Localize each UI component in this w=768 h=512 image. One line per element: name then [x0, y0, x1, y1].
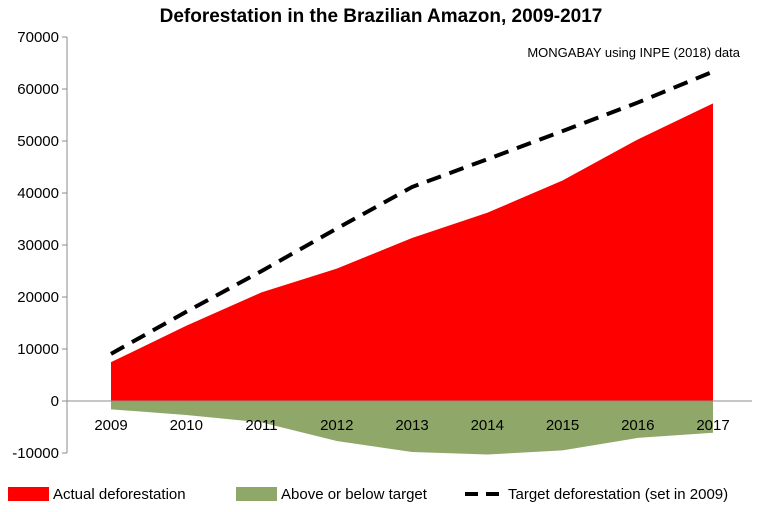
- x-tick-label: 2017: [696, 417, 729, 434]
- legend-label-target: Target deforestation (set in 2009): [508, 486, 728, 503]
- x-tick-label: 2010: [170, 417, 203, 434]
- y-tick-label: 70000: [17, 29, 59, 46]
- y-tick-label: 60000: [17, 81, 59, 98]
- x-tick-label: 2011: [245, 417, 277, 434]
- x-tick-label: 2009: [94, 417, 127, 434]
- x-tick-label: 2013: [395, 417, 428, 434]
- legend-label-above-below: Above or below target: [281, 486, 428, 503]
- y-tick-label: 0: [51, 393, 59, 410]
- y-tick-label: 30000: [17, 237, 59, 254]
- legend: Actual deforestation Above or below targ…: [8, 486, 728, 503]
- area-series-1: [111, 401, 713, 455]
- chart-source-note: MONGABAY using INPE (2018) data: [527, 45, 740, 60]
- y-tick-label: 10000: [17, 341, 59, 358]
- y-tick-label: -10000: [12, 445, 59, 462]
- y-tick-label: 20000: [17, 289, 59, 306]
- x-tick-label: 2015: [546, 417, 579, 434]
- y-axis: 70000 60000 50000 40000 30000 20000 10000 0 -100…: [12, 29, 68, 462]
- x-tick-label: 2012: [320, 417, 353, 434]
- y-tick-label: 50000: [17, 133, 59, 150]
- area-series-0: [111, 103, 713, 401]
- plot-area: [110, 69, 714, 455]
- legend-swatch-above-below: [236, 487, 277, 501]
- target-line: [110, 69, 714, 356]
- chart-title: Deforestation in the Brazilian Amazon, 2…: [160, 6, 603, 27]
- x-tick-label: 2014: [471, 417, 504, 434]
- y-tick-label: 40000: [17, 185, 59, 202]
- legend-label-actual: Actual deforestation: [53, 486, 186, 503]
- x-axis: 2009 2010 2011 2012 2013 2014 2015 2016 2017: [67, 400, 752, 434]
- x-tick-label: 2016: [621, 417, 654, 434]
- legend-swatch-actual: [8, 487, 49, 501]
